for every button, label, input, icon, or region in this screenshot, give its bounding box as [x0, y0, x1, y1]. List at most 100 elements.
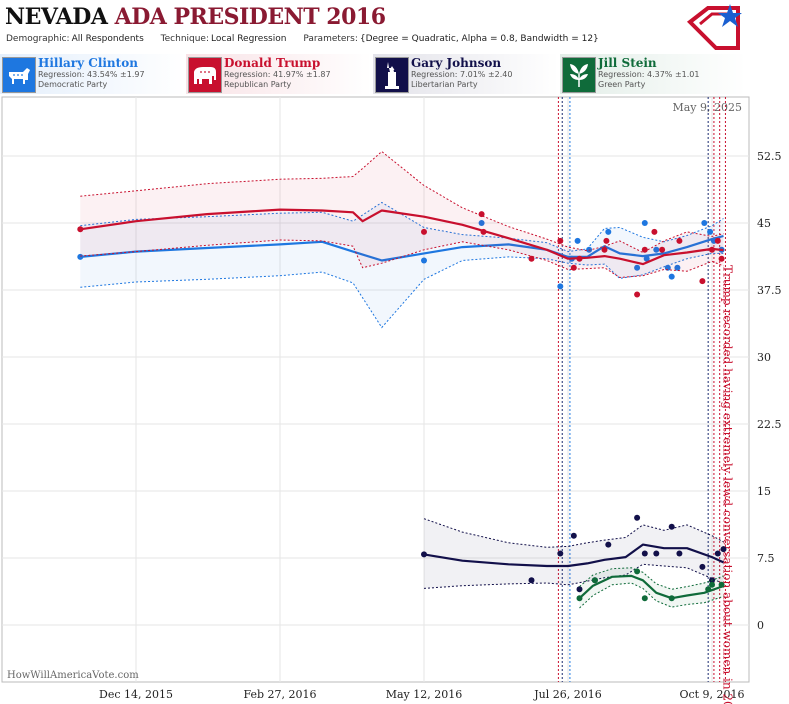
trump-poll-point [714, 237, 721, 244]
clinton-poll-point [634, 264, 641, 271]
johnson-poll-point [699, 563, 706, 570]
trump-upper-bound [80, 150, 724, 254]
stein-regression-line [578, 574, 724, 600]
johnson-upper-bound [423, 518, 724, 548]
x-tick-label: May 12, 2016 [386, 688, 463, 701]
clinton-confidence-band [80, 202, 724, 328]
trump-poll-point [576, 255, 583, 262]
clinton-poll-point [707, 228, 714, 235]
trump-poll-point [77, 226, 84, 233]
legend-johnson[interactable]: Gary Johnson Regression: 7.01% ±2.40 Lib… [373, 54, 559, 94]
trump-poll-point [676, 237, 683, 244]
johnson-poll-point [570, 532, 577, 539]
leaf-icon [562, 57, 596, 93]
trump-poll-point [570, 264, 577, 271]
donkey-icon [2, 57, 36, 93]
chart: 0 7.5 15 22.5 30 37.5 45 52.5 Dec 14, 2015 Feb 27… [1, 96, 782, 704]
legend-clinton[interactable]: Hillary Clinton Regression: 43.54% ±1.97… [0, 54, 186, 94]
title-bar: NEVADA ADA PRESIDENT 2016 Demographic: Al… [0, 0, 789, 52]
demographic-value: All Respondents [71, 34, 144, 44]
johnson-regression: Regression: 7.01% ±2.40 [411, 70, 513, 79]
stein-regression: Regression: 4.37% ±1.01 [598, 70, 700, 79]
y-tick-label: 15 [757, 485, 771, 498]
clinton-upper-bound [80, 201, 724, 253]
trump-poll-point [421, 228, 427, 235]
legend-trump[interactable]: Donald Trump Regression: 41.97% ±1.87 Re… [186, 54, 372, 94]
clinton-poll-point [653, 246, 660, 253]
trump-poll-point [634, 291, 641, 298]
parameters-line: Demographic: All Respondents Technique: Lo… [6, 34, 613, 44]
johnson-poll-point [528, 577, 535, 584]
trump-poll-point [651, 228, 658, 235]
trump-poll-point [478, 211, 485, 218]
clinton-regression-line [80, 234, 724, 262]
johnson-poll-point [676, 550, 683, 557]
trump-poll-point [659, 246, 666, 253]
clinton-poll-point [557, 283, 564, 290]
trump-poll-point [709, 246, 715, 253]
johnson-poll-point [576, 586, 583, 593]
trump-poll-point [528, 255, 535, 262]
trump-name: Donald Trump [224, 56, 321, 70]
y-tick-label: 7.5 [757, 552, 775, 565]
title-state: NEVADA [5, 4, 108, 30]
statue-of-liberty-icon [375, 57, 409, 93]
y-tick-label: 45 [757, 217, 771, 230]
technique-value: Local Regression [211, 34, 287, 44]
clinton-poll-point [668, 273, 675, 280]
elephant-icon [188, 57, 222, 93]
stein-poll-point [705, 586, 712, 593]
stein-poll-point [709, 581, 715, 588]
event-annotation: Trump recorded having extremely lewd con… [721, 265, 735, 704]
stein-poll-point [576, 595, 583, 602]
stein-poll-point [641, 595, 648, 602]
trump-poll-point [557, 237, 564, 244]
site-logo-icon[interactable] [686, 2, 742, 50]
stein-poll-point [634, 568, 641, 575]
clinton-regression: Regression: 43.54% ±1.97 [38, 70, 145, 79]
stein-lower-bound [579, 582, 724, 609]
legend-stein[interactable]: Jill Stein Regression: 4.37% ±1.01 Green… [560, 54, 746, 94]
johnson-name: Gary Johnson [411, 56, 502, 70]
x-tick-label: Oct 9, 2016 [679, 688, 744, 701]
y-tick-label: 52.5 [757, 150, 782, 163]
plot-area [1, 96, 750, 683]
stein-poll-point [668, 595, 675, 602]
trump-regression-line [80, 208, 724, 266]
johnson-poll-point [605, 541, 612, 548]
watermark-text: HowWillAmericaVote.com [7, 670, 139, 681]
johnson-poll-point [714, 550, 721, 557]
johnson-poll-point [653, 550, 660, 557]
clinton-lower-bound [80, 252, 724, 329]
clinton-poll-point [574, 237, 581, 244]
clinton-poll-point [421, 257, 427, 264]
clinton-poll-point [478, 220, 485, 226]
trump-poll-point [718, 255, 725, 262]
trump-poll-point [603, 237, 610, 244]
johnson-poll-point [641, 550, 648, 557]
x-tick-label: Feb 27, 2016 [243, 688, 316, 701]
johnson-poll-point [557, 550, 564, 557]
trump-poll-point [641, 246, 648, 253]
parameters-label: Parameters: [303, 34, 358, 44]
title-rest: ADA PRESIDENT 2016 [114, 4, 386, 30]
date-label: May 9, 2025 [672, 101, 742, 114]
johnson-poll-point [634, 514, 641, 521]
trump-poll-point [601, 246, 608, 253]
parameters-value: {Degree = Quadratic, Alpha = 0.8, Bandwi… [359, 34, 599, 44]
y-tick-label: 0 [757, 619, 764, 632]
clinton-poll-point [641, 220, 648, 226]
clinton-poll-point [605, 228, 612, 235]
trump-poll-point [480, 228, 487, 235]
stein-poll-point [718, 581, 725, 588]
stein-poll-point [591, 577, 598, 584]
clinton-poll-point [643, 255, 650, 262]
y-tick-label: 37.5 [757, 284, 782, 297]
johnson-confidence-band [424, 518, 724, 589]
technique-label: Technique: [160, 34, 210, 44]
johnson-poll-point [421, 551, 427, 558]
clinton-poll-point [77, 253, 84, 260]
x-tick-label: Jul 26, 2016 [533, 688, 602, 701]
demographic-label: Demographic: [6, 34, 70, 44]
x-tick-label: Dec 14, 2015 [99, 688, 173, 701]
